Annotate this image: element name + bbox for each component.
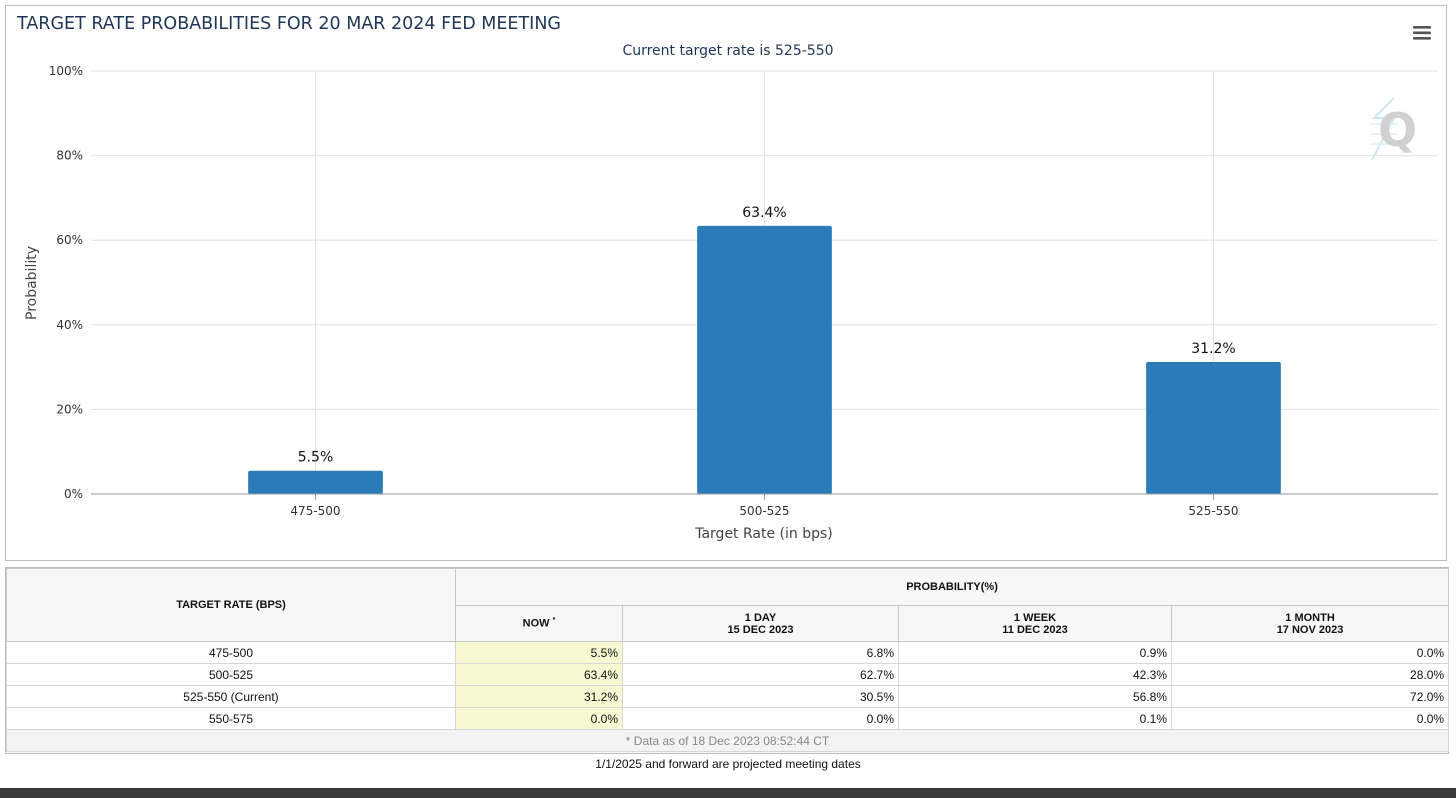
1-week-cell: 0.1%: [898, 707, 1172, 730]
x-tick-label: 525-550: [1188, 504, 1238, 518]
bottom-border-bar: [0, 788, 1456, 798]
projected-dates-note: 1/1/2025 and forward are projected meeti…: [595, 757, 861, 771]
col-header-1-day-label: 1 DAY: [744, 611, 777, 624]
1-week-cell: 56.8%: [898, 685, 1172, 708]
rate-cell: 550-575: [6, 707, 456, 730]
data-label: 31.2%: [1191, 341, 1235, 357]
rate-cell: 500-525: [6, 663, 456, 686]
bar-chart: TARGET RATE PROBABILITIES FOR 20 MAR 202…: [16, 14, 1438, 542]
1-day-cell: 30.5%: [622, 685, 899, 708]
col-header-1-month-date: 17 NOV 2023: [1276, 623, 1344, 636]
y-tick-label: 40%: [56, 318, 83, 332]
1-month-cell: 0.0%: [1170, 707, 1450, 730]
table-row: 550-575 0.0% 0.0% 0.1% 0.0%: [6, 707, 1450, 730]
chart-title: TARGET RATE PROBABILITIES FOR 20 MAR 202…: [16, 14, 561, 34]
col-header-1-month: 1 MONTH 17 NOV 2023: [1170, 605, 1450, 642]
bar-475-500: [248, 470, 383, 494]
y-tick-label: 60%: [56, 233, 83, 247]
y-tick-label: 100%: [49, 64, 83, 78]
table-footnote-row: * Data as of 18 Dec 2023 08:52:44 CT: [5, 729, 1450, 752]
x-tick-label: 475-500: [290, 504, 340, 518]
probability-table-panel: TARGET RATE (BPS) PROBABILITY(%) NOW * 1…: [5, 567, 1450, 754]
table-row: 500-525 63.4% 62.7% 42.3% 28.0%: [6, 663, 1450, 686]
col-header-now: NOW *: [455, 605, 623, 642]
now-cell: 5.5%: [455, 641, 623, 664]
table-row: 475-500 5.5% 6.8% 0.9% 0.0%: [6, 641, 1450, 664]
col-header-1-month-label: 1 MONTH: [1285, 611, 1335, 624]
y-axis-title: Probability: [24, 246, 40, 320]
1-day-cell: 62.7%: [622, 663, 899, 686]
chart-subtitle: Current target rate is 525-550: [622, 43, 833, 59]
x-tick-label: 500-525: [739, 504, 789, 518]
col-header-1-week: 1 WEEK 11 DEC 2023: [898, 605, 1172, 642]
svg-text:Q: Q: [1378, 103, 1417, 157]
y-tick-label: 0%: [64, 487, 83, 501]
1-month-cell: 28.0%: [1170, 663, 1450, 686]
1-day-cell: 0.0%: [622, 707, 899, 730]
data-label: 63.4%: [742, 205, 786, 221]
col-header-1-week-date: 11 DEC 2023: [1002, 623, 1068, 636]
x-axis-ticks: 475-500 500-525 525-550: [290, 494, 1239, 518]
1-month-cell: 0.0%: [1170, 641, 1450, 664]
probability-table: TARGET RATE (BPS) PROBABILITY(%) NOW * 1…: [5, 568, 1450, 752]
table-row: 525-550 (Current) 31.2% 30.5% 56.8% 72.0…: [6, 685, 1450, 708]
rate-cell: 525-550 (Current): [6, 685, 456, 708]
bar-525-550: [1146, 362, 1281, 494]
q-logo-icon: Q: [1370, 97, 1417, 161]
hamburger-menu-icon[interactable]: [1413, 26, 1431, 40]
1-week-cell: 0.9%: [898, 641, 1172, 664]
1-day-cell: 6.8%: [622, 641, 899, 664]
now-cell: 0.0%: [455, 707, 623, 730]
chart-panel: TARGET RATE PROBABILITIES FOR 20 MAR 202…: [5, 5, 1447, 561]
1-week-cell: 42.3%: [898, 663, 1172, 686]
data-label: 5.5%: [298, 450, 334, 466]
data-timestamp-footnote: * Data as of 18 Dec 2023 08:52:44 CT: [5, 729, 1450, 752]
y-tick-label: 80%: [56, 149, 83, 163]
col-header-1-week-label: 1 WEEK: [1013, 611, 1057, 624]
now-cell: 31.2%: [455, 685, 623, 708]
bars: [248, 225, 1281, 494]
col-header-1-day-date: 15 DEC 2023: [727, 623, 794, 636]
col-header-1-day: 1 DAY 15 DEC 2023: [622, 605, 899, 642]
y-tick-label: 20%: [56, 402, 83, 416]
1-month-cell: 72.0%: [1170, 685, 1450, 708]
probability-header: PROBABILITY(%): [454, 568, 1450, 606]
x-axis-title: Target Rate (in bps): [694, 526, 833, 542]
col-header-now-mark: *: [552, 617, 556, 625]
y-axis-ticks: 0% 20% 40% 60% 80% 100%: [49, 64, 83, 501]
bar-500-525: [697, 225, 832, 494]
rate-cell: 475-500: [6, 641, 456, 664]
target-rate-header: TARGET RATE (BPS): [6, 568, 456, 642]
now-cell: 63.4%: [455, 663, 623, 686]
col-header-now-label: NOW: [522, 617, 550, 630]
data-labels: 5.5% 63.4% 31.2%: [298, 205, 1236, 466]
